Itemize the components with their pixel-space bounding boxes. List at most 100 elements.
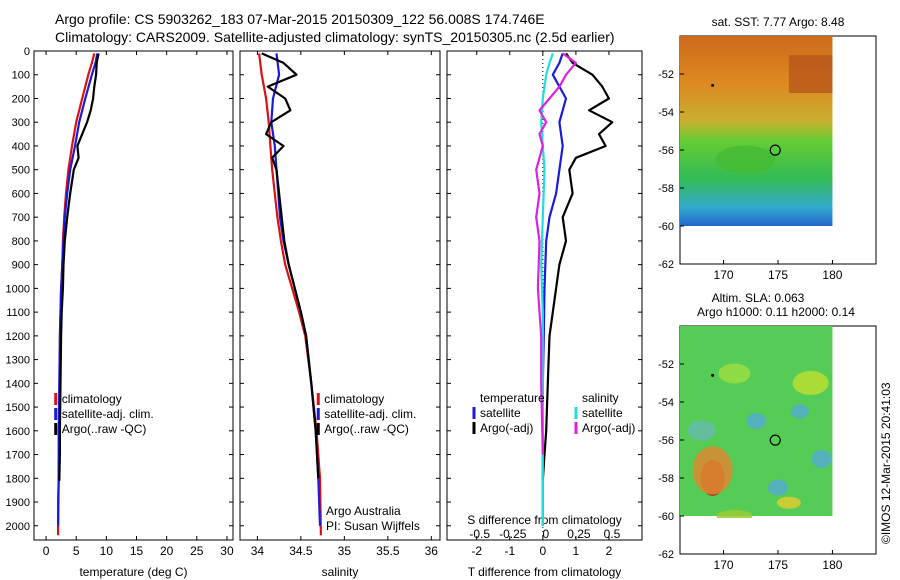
map-x-tick-label: 170 <box>714 268 734 282</box>
y-tick-label: 1000 <box>6 283 30 295</box>
map-x-tick-label: 180 <box>822 268 842 282</box>
map-y-tick-label: -58 <box>658 473 674 485</box>
map-y-tick-label: -62 <box>658 259 674 271</box>
float-track-point <box>711 373 715 377</box>
y-tick-label: 900 <box>12 260 30 272</box>
x-tick-label: 30 <box>220 544 234 558</box>
map-field <box>680 326 833 518</box>
legend-title-temperature: temperature <box>480 391 545 405</box>
sla-anomaly <box>790 404 809 419</box>
y-tick-label: 500 <box>12 165 30 177</box>
legend-label: satellite <box>582 406 623 420</box>
legend-label: satellite-adj. clim. <box>324 407 416 421</box>
y-tick-label: 1900 <box>6 497 30 509</box>
salinity-diff-tick-label: 0 <box>543 527 550 541</box>
sla-anomaly <box>768 479 788 496</box>
y-tick-label: 800 <box>12 236 30 248</box>
map-x-tick-label: 175 <box>768 268 788 282</box>
y-tick-label: 1300 <box>6 355 30 367</box>
x-axis-label-top: S difference from climatology <box>467 513 622 527</box>
legend-label: climatology <box>324 392 384 406</box>
x-tick-label: 15 <box>130 544 144 558</box>
legend-label: Argo(-adj) <box>480 421 533 435</box>
x-tick-label: 1 <box>573 544 580 558</box>
argo-position-marker <box>769 144 781 156</box>
x-tick-label: 35.5 <box>376 544 400 558</box>
sst-map-title: sat. SST: 7.77 Argo: 8.48 <box>712 15 845 29</box>
map-y-tick-label: -60 <box>658 511 674 523</box>
legend-label: satellite <box>480 406 521 420</box>
y-tick-label: 700 <box>12 212 30 224</box>
x-tick-label: 5 <box>73 544 80 558</box>
x-tick-label: 2 <box>606 544 613 558</box>
x-tick-label: 34 <box>251 544 265 558</box>
y-tick-label: 300 <box>12 117 30 129</box>
sla-map-title: Altim. SLA: 0.063 <box>712 291 805 305</box>
series-line-satellite <box>57 53 99 526</box>
legend-label: satellite-adj. clim. <box>62 407 154 421</box>
series-line-argo <box>261 52 320 479</box>
map-x-tick-label: 170 <box>714 558 734 572</box>
legend-title-salinity: salinity <box>582 391 619 405</box>
y-tick-label: 1400 <box>6 378 30 390</box>
map-field <box>680 36 833 226</box>
salinity-diff-tick-label: -0.25 <box>499 527 527 541</box>
sla-anomaly <box>687 420 716 441</box>
series-line-argo <box>58 53 100 481</box>
map-y-tick-label: -62 <box>658 549 674 561</box>
map-y-tick-label: -52 <box>658 359 674 371</box>
y-tick-label: 1700 <box>6 450 30 462</box>
x-tick-label: 10 <box>100 544 114 558</box>
legend-label: Argo(..raw -QC) <box>324 422 409 436</box>
sla-map-panel: 170 175 180 -52 -54 -56 -58 -60 -62 Altim. SLA: 0… <box>658 291 877 572</box>
map-x-tick-label: 175 <box>768 558 788 572</box>
sla-anomaly <box>746 413 767 429</box>
sla-anomaly <box>692 446 733 495</box>
series-line-argo <box>541 52 614 481</box>
map-y-tick-label: -54 <box>658 107 674 119</box>
y-tick-label: 600 <box>12 188 30 200</box>
sst-map-panel: 170 175 180 -52 -54 -56 -58 -60 -62 sat. SST: 7.7… <box>658 15 877 282</box>
salinity-diff-tick-label: 0.5 <box>604 527 621 541</box>
x-tick-label: 36 <box>425 544 439 558</box>
sla-anomaly <box>716 510 753 518</box>
y-tick-label: 1800 <box>6 473 30 485</box>
annotation-text: PI: Susan Wijffels <box>326 519 420 533</box>
plot-title-line-2: Climatology: CARS2009. Satellite-adjuste… <box>55 29 615 45</box>
y-tick-label: 200 <box>12 93 30 105</box>
sla-map-subtitle: Argo h1000: 0.11 h2000: 0.14 <box>697 305 855 319</box>
panel-salinity: 34 34.5 35 35.5 36 salinity climatologysatelli… <box>239 50 441 579</box>
sst-cool-patch <box>715 145 776 174</box>
sla-anomaly <box>792 371 829 395</box>
map-x-tick-label: 180 <box>822 558 842 572</box>
plot-frame-temperature <box>33 50 234 541</box>
credit-group: ©IMOS 12-Mar-2015 20:41:03 <box>879 382 893 544</box>
sla-anomaly <box>776 496 801 509</box>
map-y-tick-label: -54 <box>658 397 674 409</box>
map-y-tick-label: -56 <box>658 145 674 157</box>
sst-warm-patch <box>788 55 833 93</box>
x-tick-label: 0 <box>540 544 547 558</box>
y-tick-label: 100 <box>12 70 30 82</box>
x-tick-label: -2 <box>471 544 482 558</box>
y-tick-label: 1100 <box>6 307 30 319</box>
annotation-text: Argo Australia <box>326 504 401 518</box>
y-tick-label: 1200 <box>6 331 30 343</box>
x-tick-label: 34.5 <box>289 544 313 558</box>
sla-anomaly <box>718 363 751 384</box>
panel-temperature: 0100200300400500600700800900100011001200… <box>6 46 234 579</box>
y-tick-label: 2000 <box>6 521 30 533</box>
x-axis-label: temperature (deg C) <box>79 565 187 579</box>
x-tick-label: 20 <box>160 544 174 558</box>
x-axis-label: T difference from climatology <box>468 565 622 579</box>
x-axis-label: salinity <box>322 565 359 579</box>
panel-difference: -2 -1 0 1 2 T difference from climatology -0.5… <box>446 50 643 579</box>
x-tick-label: 0 <box>43 544 50 558</box>
map-y-tick-label: -60 <box>658 221 674 233</box>
legend-label: Argo(-adj) <box>582 421 635 435</box>
map-y-tick-label: -58 <box>658 183 674 195</box>
imos-credit: ©IMOS 12-Mar-2015 20:41:03 <box>879 382 893 544</box>
map-y-tick-label: -56 <box>658 435 674 447</box>
float-track-point <box>711 83 715 87</box>
